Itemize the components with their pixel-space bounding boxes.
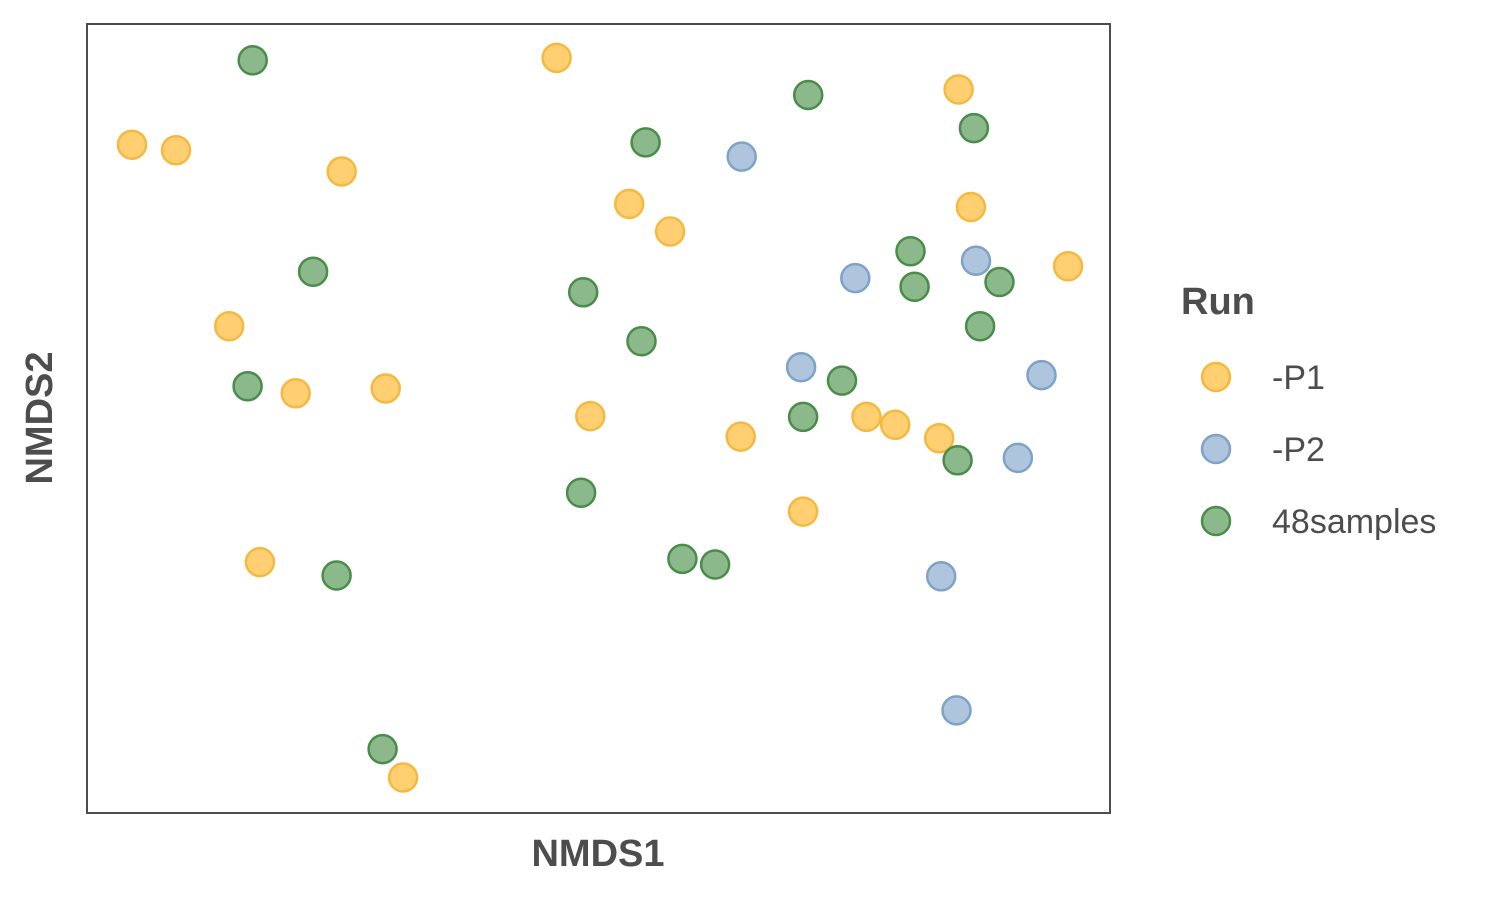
legend-label-p2: -P2 [1272, 431, 1325, 469]
data-point-p2-5 [1026, 359, 1057, 391]
data-point-48samples-18 [699, 549, 731, 580]
data-point-p1-14 [725, 421, 756, 452]
data-point-p2-3 [960, 245, 992, 276]
legend-key-p1 [1200, 361, 1232, 393]
data-point-p1-5 [613, 188, 645, 220]
data-point-48samples-6 [297, 256, 329, 287]
data-point-48samples-10 [964, 310, 996, 342]
data-point-48samples-9 [984, 266, 1015, 298]
legend-key-p2 [1200, 433, 1232, 465]
data-point-48samples-13 [826, 365, 858, 396]
data-point-48samples-15 [942, 445, 973, 476]
data-point-p1-17 [923, 422, 955, 454]
data-point-p1-20 [387, 762, 419, 793]
data-point-p1-19 [244, 546, 276, 578]
data-point-p1-8 [955, 191, 987, 223]
legend-item-p1: -P1 [1200, 359, 1325, 397]
data-point-p2-7 [925, 561, 957, 592]
data-point-p1-9 [1052, 250, 1084, 282]
data-point-48samples-1 [237, 45, 268, 76]
legend-item-48samples: 48samples [1200, 503, 1436, 541]
data-point-p1-12 [370, 373, 401, 404]
data-point-48samples-3 [630, 127, 661, 158]
data-point-p1-10 [213, 310, 245, 342]
data-point-p1-1 [116, 129, 148, 160]
data-point-p2-4 [785, 351, 817, 383]
points-layer [116, 42, 1084, 793]
data-point-48samples-14 [787, 401, 819, 433]
y-axis-title: NMDS2 [19, 351, 61, 484]
data-point-48samples-16 [565, 477, 597, 508]
data-point-p1-15 [851, 401, 882, 433]
data-point-48samples-7 [567, 277, 599, 308]
data-point-p1-3 [326, 156, 357, 187]
x-axis-title: NMDS1 [531, 833, 664, 875]
legend-item-p2: -P2 [1200, 431, 1325, 469]
data-point-p2-8 [941, 695, 972, 726]
legend: Run -P1 -P2 48samples [1181, 281, 1436, 541]
data-point-p2-6 [1002, 442, 1034, 474]
data-point-p2-2 [840, 262, 871, 294]
data-point-p1-4 [541, 42, 572, 74]
data-point-48samples-17 [667, 543, 698, 575]
data-point-p1-6 [654, 216, 686, 247]
data-point-48samples-4 [958, 112, 990, 144]
data-point-p1-16 [879, 409, 911, 441]
data-point-48samples-11 [626, 325, 657, 357]
data-point-p1-11 [280, 378, 311, 409]
legend-label-p1: -P1 [1272, 359, 1325, 397]
legend-items: -P1 -P2 48samples [1200, 359, 1436, 541]
data-point-p1-13 [575, 400, 606, 432]
data-point-p1-7 [943, 74, 974, 105]
data-point-48samples-5 [895, 235, 926, 267]
legend-label-48samples: 48samples [1272, 503, 1436, 541]
data-point-p1-18 [787, 496, 819, 527]
data-point-p2-1 [726, 141, 757, 172]
legend-key-48samples [1200, 505, 1232, 537]
data-point-48samples-19 [321, 560, 352, 591]
data-point-p1-2 [160, 134, 192, 166]
data-point-48samples-20 [367, 733, 398, 765]
data-point-48samples-2 [792, 79, 824, 111]
data-point-48samples-8 [899, 271, 930, 302]
legend-title: Run [1181, 281, 1255, 323]
data-point-48samples-12 [232, 370, 263, 402]
